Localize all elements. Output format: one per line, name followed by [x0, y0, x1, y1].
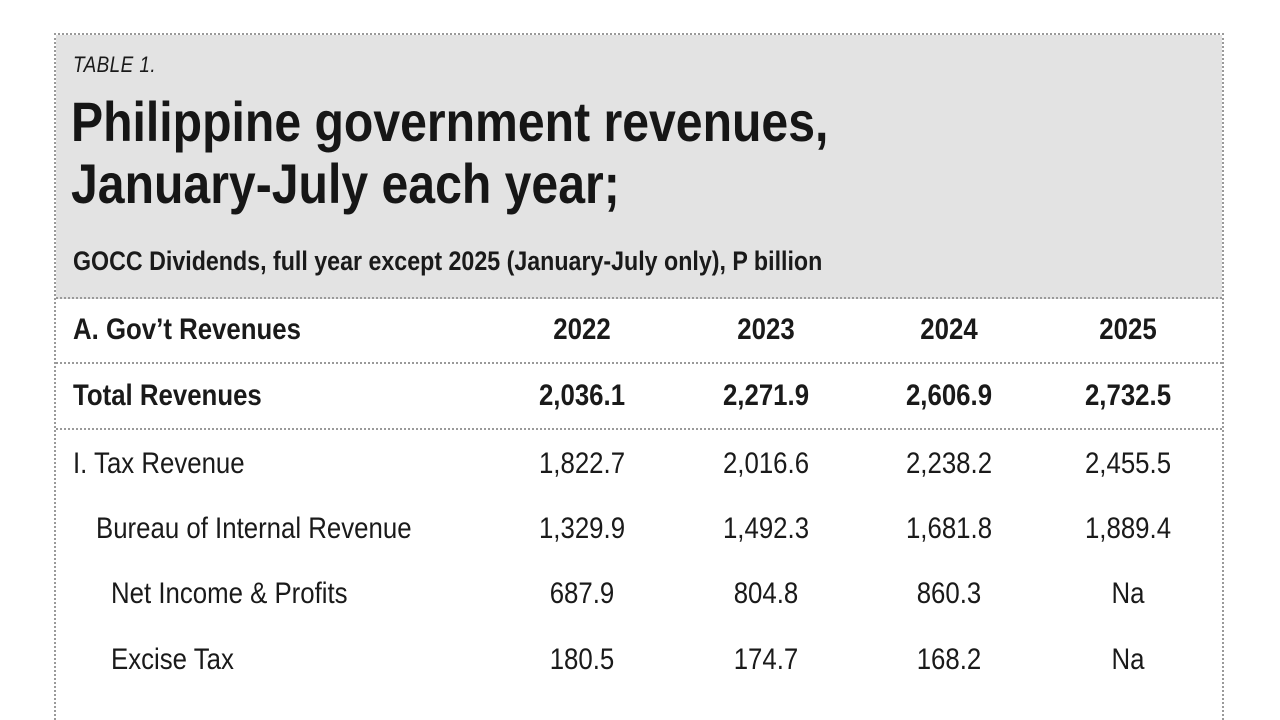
column-header-year: 2023 [737, 313, 795, 346]
table-header-block: TABLE 1. Philippine government revenues,… [56, 35, 1222, 299]
row-value: 2,036.1 [538, 379, 626, 412]
table-row: Bureau of Internal Revenue 1,329.9 1,492… [56, 497, 1222, 561]
title-line-1: Philippine government revenues, [71, 90, 829, 153]
table-title: Philippine government revenues, January-… [71, 91, 828, 215]
row-value: 1,681.8 [905, 512, 993, 545]
column-header-year: 2024 [920, 313, 978, 346]
table-row: Total Revenues 2,036.1 2,271.9 2,606.9 2… [56, 364, 1222, 430]
row-value: 2,606.9 [905, 379, 993, 412]
row-value: Na [1111, 643, 1145, 676]
row-name: Excise Tax [111, 643, 234, 676]
column-header-year: 2022 [553, 313, 611, 346]
row-value: Na [1111, 577, 1145, 610]
row-value: 168.2 [916, 643, 982, 676]
row-value: 2,732.5 [1084, 379, 1172, 412]
row-value: 1,492.3 [722, 512, 810, 545]
table-row: Net Income & Profits 687.9 804.8 860.3 N… [56, 562, 1222, 626]
row-value: 1,822.7 [538, 447, 626, 480]
row-value: 2,455.5 [1084, 447, 1172, 480]
column-header-name: A. Gov’t Revenues [73, 313, 301, 346]
table-subtitle: GOCC Dividends, full year except 2025 (J… [73, 246, 823, 276]
table-row: I. Tax Revenue 1,822.7 2,016.6 2,238.2 2… [56, 432, 1222, 496]
row-value: 174.7 [733, 643, 799, 676]
column-header-year: 2025 [1099, 313, 1157, 346]
row-value: 1,889.4 [1084, 512, 1172, 545]
row-value: 687.9 [549, 577, 615, 610]
row-value: 2,271.9 [722, 379, 810, 412]
table-row: Excise Tax 180.5 174.7 168.2 Na [56, 628, 1222, 692]
row-value: 2,238.2 [905, 447, 993, 480]
column-header-row: A. Gov’t Revenues 2022 2023 2024 2025 [56, 298, 1222, 364]
row-value: 860.3 [916, 577, 982, 610]
row-value: 1,329.9 [538, 512, 626, 545]
row-name: Net Income & Profits [111, 577, 348, 610]
row-value: 2,016.6 [722, 447, 810, 480]
title-line-2: January-July each year; [71, 152, 620, 215]
table-label: TABLE 1. [73, 52, 157, 77]
table-frame: TABLE 1. Philippine government revenues,… [54, 33, 1224, 720]
row-value: 804.8 [733, 577, 799, 610]
row-name: I. Tax Revenue [73, 447, 245, 480]
row-value: 180.5 [549, 643, 615, 676]
row-name: Bureau of Internal Revenue [96, 512, 412, 545]
row-name: Total Revenues [73, 379, 262, 412]
